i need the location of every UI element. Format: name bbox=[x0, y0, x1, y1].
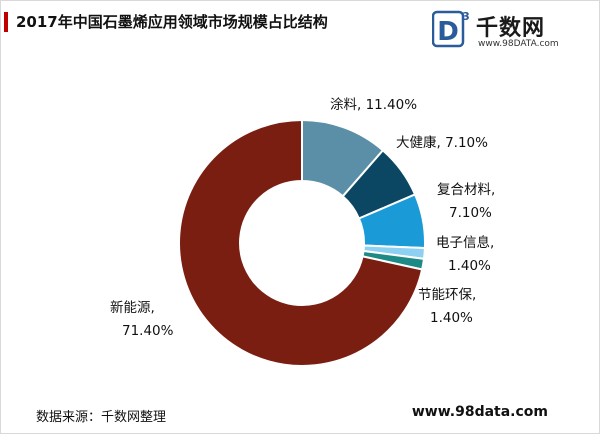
label-electronics-name: 电子信息, bbox=[436, 235, 495, 251]
label-energy-saving-name: 节能环保, bbox=[418, 287, 477, 303]
label-health: 大健康, 7.10% bbox=[396, 135, 488, 151]
website-url: www.98data.com bbox=[411, 404, 548, 420]
label-new-energy-name: 新能源, bbox=[110, 300, 155, 316]
logo-name: 千数网 bbox=[476, 16, 546, 41]
label-composite-value: 7.10% bbox=[449, 205, 492, 221]
logo-mark-letter: D bbox=[437, 17, 459, 47]
brand-logo: D 3 千数网 www.98DATA.com bbox=[432, 6, 592, 56]
donut-slice-5 bbox=[178, 118, 424, 367]
logo-url: www.98DATA.com bbox=[478, 39, 559, 49]
title-accent-bar bbox=[4, 12, 8, 32]
chart-title: 2017年中国石墨烯应用领域市场规模占比结构 bbox=[16, 13, 328, 31]
label-coating: 涂料, 11.40% bbox=[330, 97, 418, 113]
data-source-note: 数据来源：千数网整理 bbox=[36, 410, 167, 425]
d3-logo-icon: D 3 bbox=[432, 10, 470, 48]
label-composite-name: 复合材料, bbox=[437, 182, 496, 198]
label-new-energy-value: 71.40% bbox=[122, 323, 174, 339]
label-electronics-value: 1.40% bbox=[448, 258, 491, 274]
label-energy-saving-value: 1.40% bbox=[430, 310, 473, 326]
logo-mark-superscript: 3 bbox=[462, 10, 470, 23]
